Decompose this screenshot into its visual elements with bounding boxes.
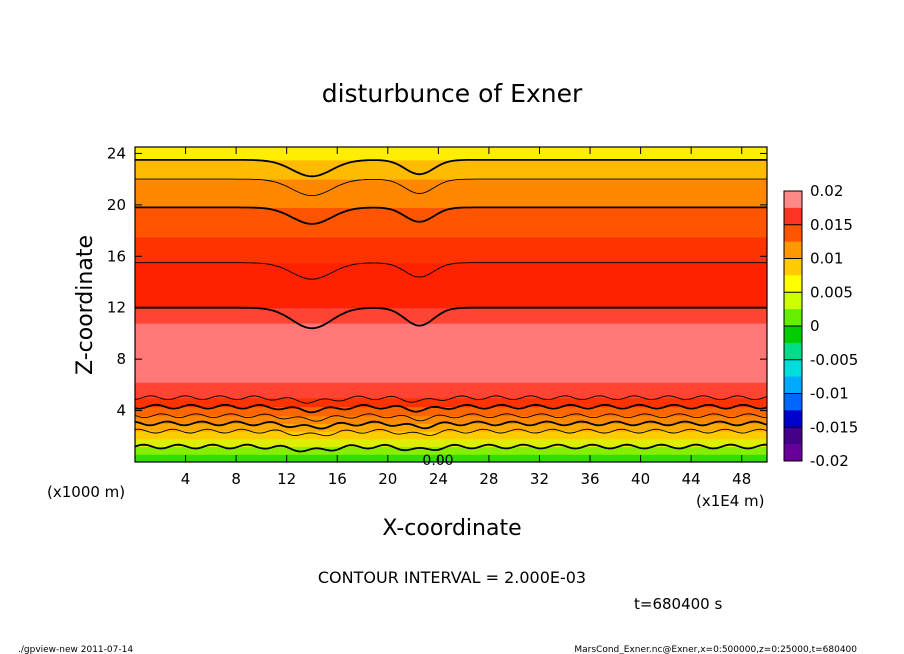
footer-left-note: ./gpview-new 2011-07-14: [18, 645, 133, 654]
band-5: [135, 415, 767, 424]
colorbar-segment: [784, 275, 802, 293]
x-axis: 4 8 12 16 20 24 28 32 36 40 44 48: [181, 147, 751, 488]
band-6: [135, 406, 767, 417]
band-12: [135, 237, 767, 264]
contour-line-4: [134, 403, 768, 414]
x-tick-label: 36: [580, 470, 599, 488]
band-15: [135, 159, 767, 180]
colorbar-segment: [784, 359, 802, 378]
colorbar-tick-label: -0.015: [810, 418, 858, 436]
x-unit-note: (x1E4 m): [696, 492, 765, 510]
colorbar-tick-label: 0: [810, 317, 820, 335]
footer-right-note: MarsCond_Exner.nc@Exner,x=0:500000,z=0:2…: [574, 645, 857, 654]
x-tick-label: 4: [181, 470, 191, 488]
contour-lines: [134, 159, 768, 453]
x-axis-label: X-coordinate: [382, 516, 521, 541]
colorbar-tick-label: -0.005: [810, 351, 858, 369]
contour-line-8: [135, 206, 767, 225]
time-label: t=680400 s: [634, 595, 722, 613]
y-tick-label: 12: [107, 299, 126, 317]
band-11: [135, 262, 767, 309]
zero-contour-label: 0.00: [422, 453, 453, 469]
x-tick-label: 8: [231, 470, 241, 488]
band-8: [135, 382, 767, 399]
colorbar-tick-label: 0.01: [810, 250, 843, 268]
colorbar-segment: [784, 292, 802, 310]
colorbar-segment: [784, 444, 802, 462]
colorbar-segment: [784, 410, 802, 428]
colorbar-segment: [784, 393, 802, 411]
colorbar-segment: [784, 326, 802, 344]
band-2: [135, 438, 767, 448]
colorbar-segment: [784, 309, 802, 327]
colorbar-tick-label: 0.005: [810, 283, 853, 301]
band-13: [135, 207, 767, 238]
colorbar-segment: [784, 376, 802, 394]
colorbar: 0.02 0.015 0.01 0.005 0 -0.005 -0.01 -0.015 -0.0…: [783, 182, 858, 470]
x-tick-label: 24: [429, 470, 448, 488]
plot-area: [135, 147, 767, 463]
colorbar-segment: [784, 427, 802, 445]
band-16: [135, 147, 767, 161]
plot-frame: [134, 146, 768, 463]
contour-line-5: [134, 395, 768, 404]
y-tick-label: 8: [116, 350, 126, 368]
x-tick-label: 12: [277, 470, 296, 488]
band-3: [135, 431, 767, 440]
y-tick-label: 4: [116, 402, 126, 420]
contour-line-7: [135, 262, 767, 280]
contour-line-1: [134, 428, 768, 437]
contour-line-3: [134, 413, 768, 422]
colorbar-tick-label: 0.015: [810, 216, 853, 234]
contour-interval-text: CONTOUR INTERVAL = 2.000E-03: [318, 568, 586, 587]
colorbar-segment: [784, 224, 802, 243]
x-tick-label: 48: [732, 470, 751, 488]
y-unit-note: (x1000 m): [47, 483, 125, 501]
colorbar-segment: [784, 342, 802, 361]
contour-line-0: [134, 443, 767, 453]
y-tick-label: 20: [107, 196, 126, 214]
band-0: [135, 454, 767, 463]
contour-line-2: [134, 420, 768, 430]
band-1: [135, 446, 767, 455]
band-9: [135, 323, 767, 383]
colorbar-segment: [784, 241, 802, 259]
colorbar-segment: [784, 258, 802, 276]
x-tick-label: 40: [631, 470, 650, 488]
band-14: [135, 179, 767, 208]
y-axis: 4 8 12 16 20 24: [107, 144, 767, 420]
x-tick-label: 32: [530, 470, 549, 488]
y-tick-label: 16: [107, 247, 126, 265]
colorbar-tick-label: 0.02: [810, 182, 843, 200]
colorbar-tick-label: -0.01: [810, 385, 849, 403]
x-tick-label: 44: [682, 470, 701, 488]
colorbar-tick-label: -0.02: [810, 452, 849, 470]
colorbar-segment: [784, 207, 802, 226]
contour-line-10: [135, 159, 767, 178]
x-tick-label: 20: [378, 470, 397, 488]
colorbar-segment: [784, 191, 802, 209]
x-tick-label: 28: [479, 470, 498, 488]
y-axis-label: Z-coordinate: [73, 235, 98, 375]
band-4: [135, 423, 767, 432]
chart-title: disturbunce of Exner: [322, 79, 583, 108]
band-7: [135, 397, 767, 408]
x-tick-label: 16: [328, 470, 347, 488]
y-tick-label: 24: [107, 144, 126, 162]
contour-line-6: [135, 306, 767, 330]
contour-line-9: [135, 178, 767, 197]
